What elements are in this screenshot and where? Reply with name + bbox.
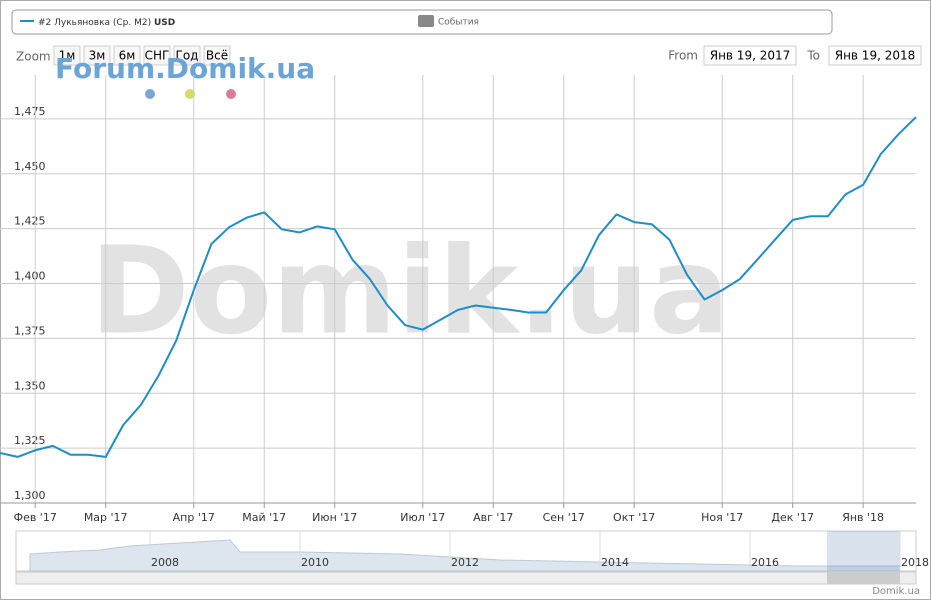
- navigator-window[interactable]: [827, 531, 900, 571]
- x-tick-label: Сен '17: [543, 511, 585, 524]
- zoom-button[interactable]: [143, 45, 171, 66]
- zoom-button-label: 3м: [89, 49, 106, 63]
- line-series: [0, 116, 917, 458]
- events-swatch: [418, 15, 434, 27]
- x-tick-label: Май '17: [242, 511, 286, 524]
- x-tick-label: Фев '17: [14, 511, 57, 524]
- y-tick-label: 1,425: [14, 215, 46, 228]
- x-tick-label: Июн '17: [312, 511, 357, 524]
- x-tick-label: Мар '17: [84, 511, 128, 524]
- navigator-year: 2014: [601, 556, 629, 569]
- navigator-axis: 2008 2010 2012 2014 2016 2018: [149, 531, 929, 571]
- dot: [226, 89, 236, 99]
- y-tick-label: 1,300: [14, 489, 46, 502]
- x-tick-label: Окт '17: [613, 511, 655, 524]
- scrollbar[interactable]: [15, 571, 917, 585]
- x-tick-label: Ноя '17: [701, 511, 743, 524]
- x-tick-label: Авг '17: [473, 511, 513, 524]
- navigator-year: 2016: [751, 556, 779, 569]
- y-tick-label: 1,400: [14, 270, 46, 283]
- to-input[interactable]: [828, 45, 922, 66]
- events-legend[interactable]: События: [438, 18, 479, 28]
- plot: 1,300 1,325 1,350 1,375 1,400 1,425 1,450 1,475…: [0, 75, 917, 524]
- scrollbar-thumb[interactable]: [827, 572, 900, 584]
- x-tick-label: Апр '17: [173, 511, 215, 524]
- from-label: From: [668, 49, 698, 63]
- y-tick-label: 1,325: [14, 434, 46, 447]
- zoom-button-label: Год: [176, 49, 199, 63]
- zoom-button-label: 1м: [59, 49, 76, 63]
- to-label: To: [806, 49, 820, 63]
- dot: [145, 89, 155, 99]
- dot: [185, 89, 195, 99]
- navigator-year: 2012: [451, 556, 479, 569]
- zoom-button[interactable]: [113, 45, 141, 66]
- zoom-button[interactable]: [53, 45, 81, 66]
- navigator-year: 2010: [301, 556, 329, 569]
- navigator-year: 2018: [901, 556, 929, 569]
- zoom-button-label: СНГ: [145, 49, 170, 63]
- legend-item[interactable]: #2 Лукьяновка (Ср. М2) USD: [38, 18, 175, 28]
- zoom-buttons: 1м 3м 6м СНГ Год Всё: [53, 45, 231, 66]
- from-input[interactable]: [703, 45, 797, 66]
- y-tick-label: 1,475: [14, 105, 46, 118]
- zoom-button-label: Всё: [206, 49, 228, 63]
- watermark-small: Forum.Domik.ua: [55, 52, 315, 85]
- x-tick-label: Июл '17: [400, 511, 445, 524]
- zoom-button-label: 6м: [119, 49, 136, 63]
- zoom-button[interactable]: [173, 45, 201, 66]
- from-value: Янв 19, 2017: [710, 49, 791, 63]
- zoom-button[interactable]: [203, 45, 231, 66]
- y-tick-label: 1,375: [14, 324, 46, 337]
- navigator-year: 2008: [151, 556, 179, 569]
- credit: Domik.ua: [872, 586, 920, 597]
- x-tick-label: Дек '17: [771, 511, 814, 524]
- y-tick-label: 1,450: [14, 160, 46, 173]
- zoom-label: Zoom: [16, 50, 51, 64]
- zoom-button[interactable]: [83, 45, 111, 66]
- to-value: Янв 19, 2018: [835, 49, 916, 63]
- x-tick-label: Янв '18: [842, 511, 884, 524]
- y-tick-label: 1,350: [14, 379, 46, 392]
